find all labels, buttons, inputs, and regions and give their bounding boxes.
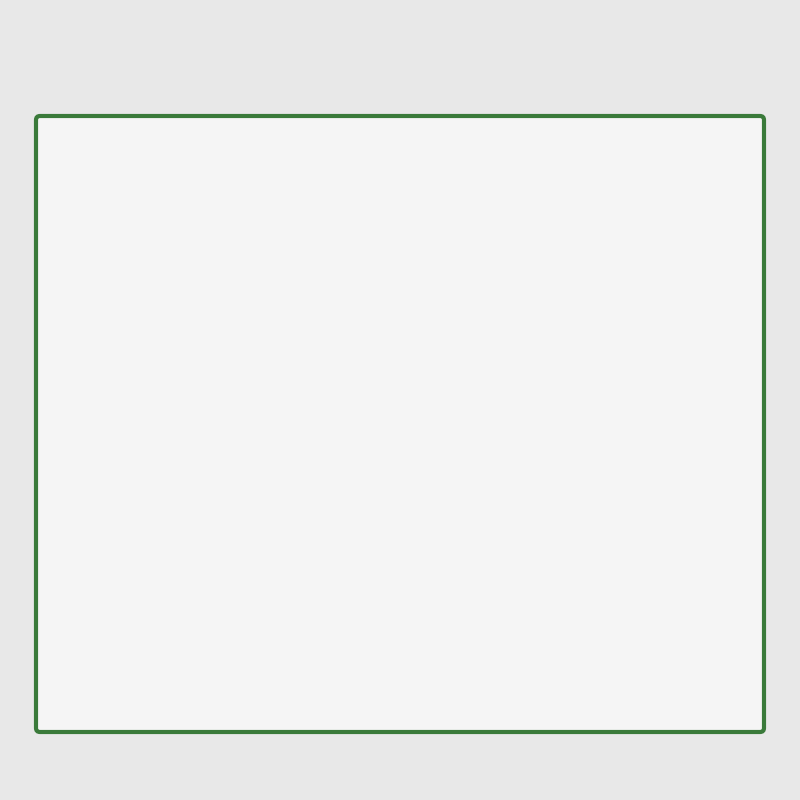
Text: Ø20.5×1.8: Ø20.5×1.8 <box>404 290 457 317</box>
Bar <box>600 369 610 400</box>
Bar <box>628 390 642 406</box>
Text: Ø17.74: Ø17.74 <box>78 368 86 401</box>
Bar <box>467 321 546 448</box>
Text: 75.4: 75.4 <box>269 222 295 235</box>
Text: Ø23.7: Ø23.7 <box>300 554 327 562</box>
Bar <box>98 347 118 422</box>
Text: 46.9: 46.9 <box>587 418 609 429</box>
Text: ×12×1.9: ×12×1.9 <box>133 290 177 322</box>
Bar <box>98 304 246 465</box>
Bar <box>246 321 467 448</box>
Bar <box>654 362 667 378</box>
Text: Ø24.6: Ø24.6 <box>713 371 722 398</box>
Bar <box>102 359 114 410</box>
Text: KH-30: KH-30 <box>612 636 722 667</box>
Text: ×14.8×2: ×14.8×2 <box>199 290 242 322</box>
Text: ×20×2: ×20×2 <box>261 290 295 317</box>
Bar <box>467 298 546 321</box>
Text: ×14.8: ×14.8 <box>107 459 135 468</box>
Bar <box>211 425 246 443</box>
Text: Ø23.6: Ø23.6 <box>567 370 577 398</box>
Bar <box>211 326 246 343</box>
Bar <box>654 390 667 406</box>
Bar <box>628 362 642 378</box>
Bar <box>610 302 685 467</box>
Bar <box>118 326 211 443</box>
Text: 42.8±0.2: 42.8±0.2 <box>330 251 384 264</box>
Text: Ø23.1: Ø23.1 <box>58 370 66 398</box>
